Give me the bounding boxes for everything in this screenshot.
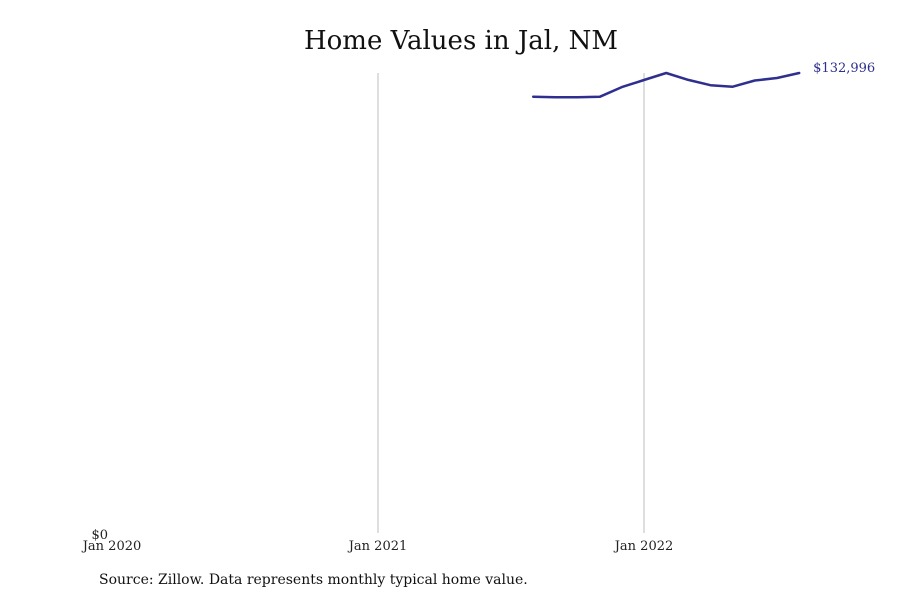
chart-title: Home Values in Jal, NM xyxy=(303,26,619,56)
end-value-label: $132,996 xyxy=(813,61,875,76)
x-tick-label: Jan 2022 xyxy=(613,539,674,554)
x-axis-tick-labels: Jan 2020 Jan 2021 Jan 2022 xyxy=(81,539,674,554)
gridlines xyxy=(377,73,645,533)
y-axis-tick-labels: $0 xyxy=(91,528,108,543)
series-layer: $132,996 xyxy=(531,61,875,99)
x-tick-label: Jan 2021 xyxy=(347,539,408,554)
x-tick-label: Jan 2020 xyxy=(81,539,142,554)
series-line xyxy=(531,71,801,99)
y-tick-label: $0 xyxy=(91,528,108,543)
source-note: Source: Zillow. Data represents monthly … xyxy=(99,572,528,588)
